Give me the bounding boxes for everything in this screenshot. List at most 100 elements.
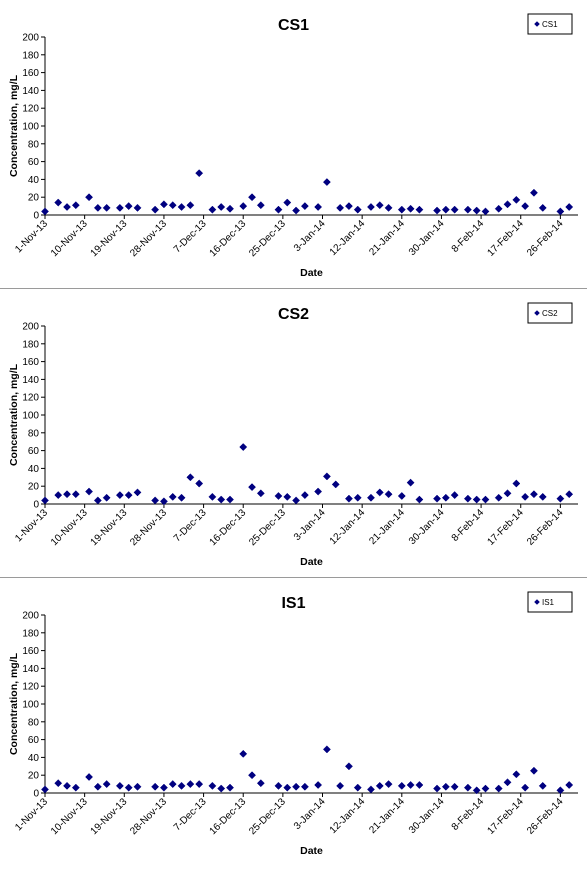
data-point bbox=[538, 781, 547, 790]
data-point bbox=[336, 203, 345, 212]
data-point bbox=[71, 490, 80, 499]
data-point bbox=[217, 784, 226, 793]
x-tick-label: 21-Jan-14 bbox=[367, 218, 407, 258]
data-point bbox=[159, 497, 168, 506]
legend-label: CS1 bbox=[542, 20, 558, 29]
data-point bbox=[384, 203, 393, 212]
data-point bbox=[292, 496, 301, 505]
data-point bbox=[521, 202, 530, 211]
data-point bbox=[186, 473, 195, 482]
data-point bbox=[529, 766, 538, 775]
data-point bbox=[300, 491, 309, 500]
data-point bbox=[115, 491, 124, 500]
x-tick-label: 1-Nov-13 bbox=[13, 796, 50, 833]
data-point bbox=[314, 487, 323, 496]
data-point bbox=[102, 780, 111, 789]
x-tick-label: 26-Feb-14 bbox=[525, 218, 566, 259]
chart-title: IS1 bbox=[281, 595, 305, 612]
data-point bbox=[375, 488, 384, 497]
x-tick-label: 10-Nov-13 bbox=[49, 218, 90, 259]
x-tick-label: 10-Nov-13 bbox=[49, 796, 90, 837]
x-tick-label: 7-Dec-13 bbox=[172, 507, 209, 544]
data-point bbox=[494, 493, 503, 502]
y-tick-label: 60 bbox=[28, 735, 40, 746]
y-axis-label: Concentration, mg/L bbox=[8, 363, 20, 466]
x-tick-label: 3-Jan-14 bbox=[292, 796, 328, 832]
y-axis-label: Concentration, mg/L bbox=[8, 652, 20, 755]
x-tick-label: 17-Feb-14 bbox=[485, 218, 526, 259]
chart-title: CS1 bbox=[278, 17, 309, 34]
chart-panel-cs2: CS2 Concentration, mg/L 0 20 40 60 80 100 120 140… bbox=[0, 289, 587, 577]
data-point bbox=[353, 783, 362, 792]
data-point bbox=[41, 207, 49, 216]
y-tick-label: 80 bbox=[28, 139, 40, 150]
x-tick-label: 16-Dec-13 bbox=[208, 218, 249, 259]
x-tick-label: 21-Jan-14 bbox=[367, 796, 407, 836]
data-point bbox=[344, 202, 353, 211]
chart-svg: CS2 Concentration, mg/L 0 20 40 60 80 100 120 140… bbox=[8, 302, 578, 568]
x-tick-label: 28-Nov-13 bbox=[128, 218, 169, 259]
data-point bbox=[159, 200, 168, 209]
data-point bbox=[226, 495, 234, 504]
y-tick-label: 140 bbox=[22, 375, 39, 386]
data-point bbox=[217, 495, 226, 504]
legend-label: CS2 bbox=[542, 309, 558, 318]
data-point bbox=[256, 779, 265, 788]
data-point bbox=[415, 205, 424, 214]
y-tick-label: 0 bbox=[33, 211, 39, 222]
data-point bbox=[71, 783, 80, 792]
data-point bbox=[512, 770, 521, 779]
data-point bbox=[186, 201, 195, 210]
data-point bbox=[93, 496, 102, 505]
data-point bbox=[85, 773, 94, 781]
chart-panel-is1: IS1 Concentration, mg/L 0 20 40 60 80 100 120 140… bbox=[0, 578, 587, 869]
data-point bbox=[450, 782, 459, 791]
x-tick-label: 8-Feb-14 bbox=[450, 507, 487, 544]
data-point bbox=[463, 205, 472, 214]
data-point bbox=[208, 492, 217, 501]
y-tick-label: 100 bbox=[22, 700, 39, 711]
legend: IS1 bbox=[527, 591, 573, 613]
data-point bbox=[415, 781, 424, 789]
x-tick-label: 8-Feb-14 bbox=[450, 796, 487, 833]
data-point bbox=[226, 783, 234, 792]
chart-svg: CS1 Concentration, mg/L 0 20 40 60 80 100 120 140… bbox=[8, 13, 578, 279]
data-point bbox=[565, 490, 574, 499]
data-point bbox=[336, 781, 345, 790]
data-point bbox=[512, 479, 521, 488]
data-point bbox=[503, 778, 512, 787]
data-point bbox=[481, 784, 490, 793]
data-point bbox=[415, 495, 424, 504]
data-point bbox=[314, 203, 323, 211]
y-tick-label: 40 bbox=[28, 175, 40, 186]
legend-box bbox=[527, 591, 573, 613]
x-tick-label: 19-Nov-13 bbox=[89, 507, 130, 548]
x-tick-label: 16-Dec-13 bbox=[208, 507, 249, 548]
y-tick-label: 200 bbox=[22, 322, 39, 333]
x-tick-label: 19-Nov-13 bbox=[89, 218, 130, 259]
chart-panel-cs1: CS1 Concentration, mg/L 0 20 40 60 80 100 120 140… bbox=[0, 0, 587, 288]
data-point bbox=[565, 203, 574, 211]
data-point bbox=[494, 204, 503, 213]
x-tick-label: 28-Nov-13 bbox=[128, 507, 169, 548]
data-point bbox=[314, 781, 323, 789]
panel-divider bbox=[0, 577, 587, 578]
y-tick-label: 120 bbox=[22, 682, 39, 693]
data-point bbox=[367, 785, 375, 794]
panel-divider bbox=[0, 288, 587, 289]
data-point bbox=[195, 479, 204, 488]
y-tick-label: 100 bbox=[22, 411, 39, 422]
x-tick-label: 1-Nov-13 bbox=[13, 507, 50, 544]
data-point bbox=[521, 783, 530, 792]
data-point bbox=[565, 781, 574, 789]
data-point bbox=[292, 206, 301, 215]
legend-marker bbox=[534, 599, 540, 605]
chart-title: CS2 bbox=[278, 306, 309, 323]
data-point bbox=[512, 195, 521, 204]
x-tick-label: 21-Jan-14 bbox=[367, 507, 407, 547]
y-axis-label: Concentration, mg/L bbox=[8, 74, 20, 177]
data-point bbox=[115, 203, 124, 212]
data-point bbox=[93, 203, 102, 212]
data-point bbox=[472, 495, 481, 504]
y-tick-label: 40 bbox=[28, 753, 40, 764]
